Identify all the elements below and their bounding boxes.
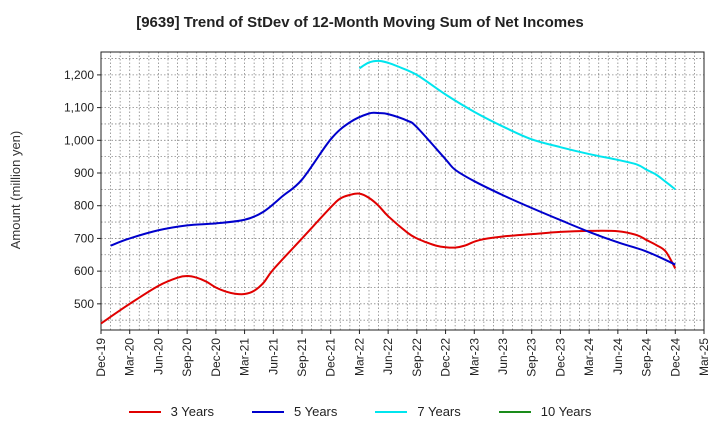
legend-item: 5 Years <box>252 404 337 419</box>
legend-label: 5 Years <box>294 404 338 419</box>
x-tick-label: Jun-22 <box>381 338 395 375</box>
grid-lines <box>100 52 705 330</box>
y-tick-label: 600 <box>74 264 94 278</box>
x-tick-label: Mar-25 <box>697 338 711 376</box>
x-tick-label: Jun-24 <box>611 338 625 375</box>
x-tick-label: Jun-23 <box>496 338 510 375</box>
x-tick-label: Mar-23 <box>467 338 481 376</box>
y-tick-label: 900 <box>74 166 94 180</box>
legend-swatch <box>128 410 161 413</box>
y-tick-label: 1,200 <box>64 68 94 82</box>
x-tick-label: Dec-24 <box>668 338 682 377</box>
x-tick-label: Dec-19 <box>94 338 108 377</box>
legend-swatch <box>375 410 408 413</box>
y-axis-label: Amount (million yen) <box>8 131 23 250</box>
legend-swatch <box>498 410 531 413</box>
legend-item: 7 Years <box>375 404 461 419</box>
x-tick-label: Dec-20 <box>209 338 223 377</box>
x-tick-label: Jun-20 <box>151 338 165 375</box>
x-tick-label: Sep-22 <box>410 338 424 377</box>
legend-item: 3 Years <box>128 404 214 419</box>
chart-title: [9639] Trend of StDev of 12-Month Moving… <box>136 14 584 31</box>
axes: 500 600 700 800 900 1,000 1,100 1,200 Dec-19 Mar-… <box>64 51 711 377</box>
legend-label: 3 Years <box>170 404 214 419</box>
x-tick-label: Mar-21 <box>238 338 252 376</box>
series-line-5-years <box>110 111 676 266</box>
legend-label: 7 Years <box>417 404 461 419</box>
x-tick-label: Dec-21 <box>324 338 338 377</box>
y-tick-label: 500 <box>74 297 94 311</box>
y-tick-label: 800 <box>74 199 94 213</box>
plot-frame <box>100 51 705 331</box>
x-tick-label: Sep-21 <box>295 338 309 377</box>
legend-item: 10 Years <box>498 404 592 419</box>
legend-swatch <box>252 410 284 413</box>
x-tick-label: Dec-23 <box>553 338 567 377</box>
x-tick-label: Mar-24 <box>582 338 596 376</box>
x-tick-label: Sep-20 <box>180 338 194 377</box>
x-tick-label: Mar-20 <box>123 338 137 376</box>
series-line-7-years <box>358 59 676 191</box>
series-line-3-years <box>100 192 677 325</box>
x-tick-label: Sep-23 <box>525 338 539 377</box>
y-tick-label: 1,100 <box>64 101 94 115</box>
legend: 3 Years 5 Years 7 Years 10 Years <box>0 404 720 419</box>
y-tick-label: 1,000 <box>64 133 94 147</box>
x-tick-label: Dec-22 <box>439 338 453 377</box>
x-tick-label: Sep-24 <box>640 338 654 377</box>
x-tick-label: Mar-22 <box>352 338 366 376</box>
series-lines <box>100 59 677 325</box>
y-tick-label: 700 <box>74 231 94 245</box>
legend-label: 10 Years <box>540 404 592 419</box>
x-tick-label: Jun-21 <box>266 338 280 375</box>
